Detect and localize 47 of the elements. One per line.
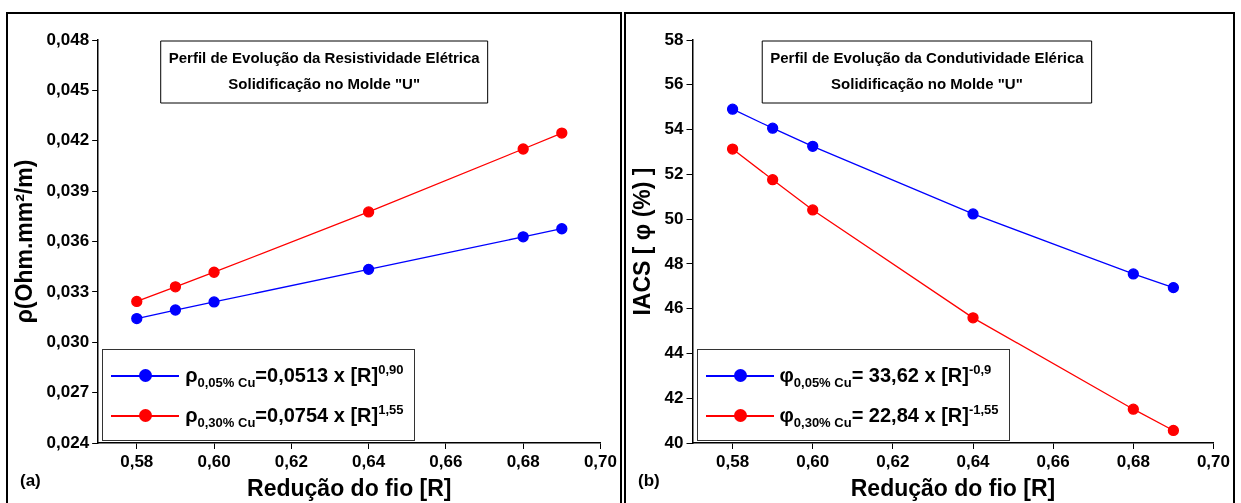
x-tick-label: 0,68 (1116, 451, 1150, 471)
y-tick-label: 50 (664, 208, 684, 228)
x-tick-label: 0,66 (429, 451, 463, 471)
legend-label: ρ$_{0,05% Cu}$=0,0513 x [R]$^{0,90}$ (185, 362, 404, 390)
x-tick-label: 0,58 (716, 451, 750, 471)
x-tick-label: 0,58 (120, 451, 154, 471)
y-tick-label: 58 (664, 29, 684, 49)
x-tick-label: 0,60 (796, 451, 830, 471)
y-tick-label: 0,030 (46, 331, 90, 351)
y-tick-label: 42 (664, 387, 684, 407)
y-tick-label: 0,024 (46, 432, 90, 452)
y-tick-label: 54 (664, 119, 685, 139)
text: (b) (638, 471, 660, 491)
y-axis-title: ρ(Ohm.mm²/m) (11, 159, 38, 324)
y-tick-label: 0,039 (46, 180, 90, 200)
y-tick-label: 48 (664, 253, 684, 273)
legend-label: φ$_{0,05% Cu}$= 33,62 x [R]$^{-0,9}$ (779, 362, 992, 390)
x-tick-label: 0,62 (876, 451, 910, 471)
y-tick-label: 0,027 (46, 382, 90, 402)
y-tick-label: 44 (664, 343, 685, 363)
x-axis-title: Redução do fio [R] (247, 474, 452, 501)
text: Solidificação no Molde "U" (228, 75, 421, 93)
x-tick-label: 0,70 (1196, 451, 1230, 471)
text: (a) (20, 471, 41, 491)
y-tick-label: 0,042 (46, 130, 90, 150)
legend-label: ρ$_{0,30% Cu}$=0,0754 x [R]$^{1,55}$ (185, 402, 404, 430)
x-tick-label: 0,60 (197, 451, 231, 471)
x-tick-label: 0,64 (352, 451, 386, 471)
y-tick-label: 0,048 (46, 29, 90, 49)
text: Perfil de Evolução da Condutividade Elérica (770, 49, 1085, 67)
x-tick-label: 0,68 (506, 451, 540, 471)
y-tick-label: 56 (664, 74, 684, 94)
y-tick-label: 46 (664, 298, 684, 318)
y-tick-label: 0,036 (46, 231, 90, 251)
x-tick-label: 0,64 (956, 451, 991, 471)
x-tick-label: 0,66 (1036, 451, 1070, 471)
y-tick-label: 0,033 (46, 281, 90, 301)
y-tick-label: 52 (664, 164, 684, 184)
y-tick-label: 0,045 (46, 80, 90, 100)
x-axis-title: Redução do fio [R] (850, 474, 1056, 501)
y-tick-label: 40 (664, 432, 684, 452)
y-axis-title: IACS [ φ (%) ] (629, 167, 656, 316)
x-tick-label: 0,70 (583, 451, 617, 471)
text: Perfil de Evolução da Resistividade Elétrica (168, 49, 481, 67)
x-tick-label: 0,62 (274, 451, 308, 471)
legend-label: φ$_{0,30% Cu}$= 22,84 x [R]$^{-1,55}$ (779, 402, 999, 430)
text: Solidificação no Molde "U" (831, 75, 1023, 93)
